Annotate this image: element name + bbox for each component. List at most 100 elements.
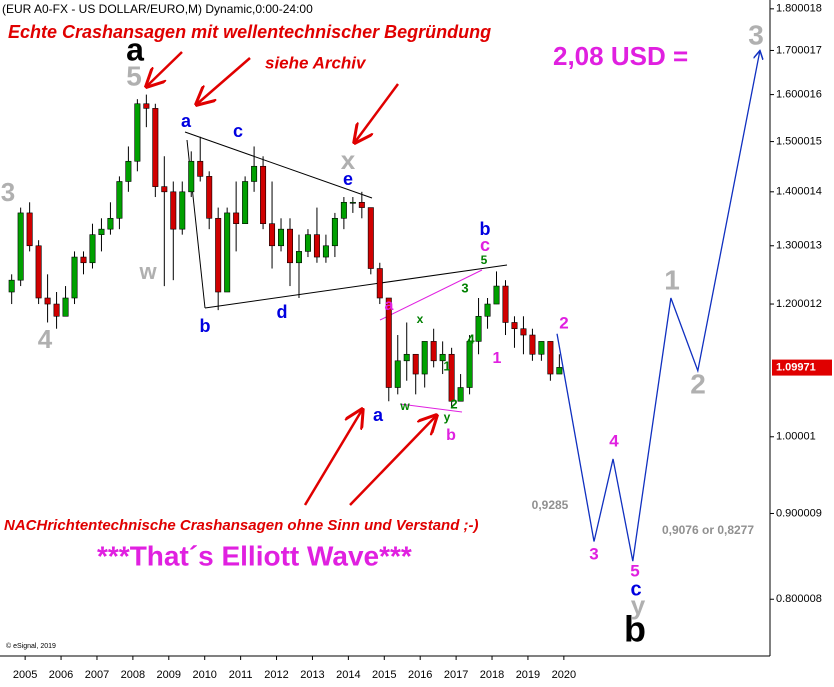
candle-body <box>197 160 204 177</box>
x-tick-label: 2009 <box>157 669 181 681</box>
annotation: 3 <box>589 544 598 563</box>
arrow <box>197 57 251 104</box>
x-tick-label: 2005 <box>13 669 37 681</box>
x-tick-label: 2019 <box>516 669 540 681</box>
candle-body <box>340 201 347 219</box>
candle-body <box>412 353 419 375</box>
annotation: siehe Archiv <box>265 53 367 72</box>
annotation: 5 <box>126 60 142 91</box>
y-tick-label: 1.400014 <box>776 186 822 198</box>
annotation: 2 <box>559 313 568 332</box>
candle-body <box>457 387 464 402</box>
candle-body <box>358 201 365 208</box>
annotation: c <box>233 121 243 141</box>
candle-body <box>206 176 213 219</box>
candle-body <box>143 103 150 109</box>
annotation: 2 <box>450 396 457 411</box>
trend-line <box>184 131 373 199</box>
arrow <box>147 51 183 86</box>
candle-body <box>349 201 356 204</box>
annotation: a <box>181 111 192 131</box>
annotation: 1 <box>664 264 680 295</box>
arrow <box>355 83 400 142</box>
candle-body <box>8 279 15 293</box>
x-tick-label: 2014 <box>336 669 360 681</box>
candle-body <box>134 103 141 162</box>
candle-body <box>484 303 491 317</box>
candle-body <box>322 245 329 258</box>
x-tick-label: 2020 <box>552 669 576 681</box>
projection-line <box>556 50 760 562</box>
x-tick-label: 2016 <box>408 669 432 681</box>
candle-body <box>466 341 473 388</box>
annotation: x <box>417 312 424 326</box>
annotation: 1 <box>493 350 502 367</box>
y-tick-label: 1.800018 <box>776 3 822 15</box>
y-tick-label: 1.00001 <box>776 431 816 443</box>
candle-body <box>278 228 285 247</box>
last-price-label: 1.09971 <box>776 361 816 373</box>
annotation: a <box>373 405 384 425</box>
x-tick-label: 2010 <box>192 669 216 681</box>
annotation: Echte Crashansagen mit wellentechnischer… <box>8 22 491 42</box>
annotation: a <box>126 31 144 67</box>
x-tick-label: 2018 <box>480 669 504 681</box>
annotation: a <box>385 297 394 314</box>
annotation: c <box>630 578 641 600</box>
arrow <box>349 416 436 506</box>
candle-body <box>448 353 455 402</box>
annotation: 4 <box>609 431 619 450</box>
annotation: 5 <box>481 253 488 267</box>
candle-body <box>367 207 374 269</box>
channel-line <box>399 403 463 413</box>
y-tick-label: 1.700017 <box>776 44 822 56</box>
annotation: 4 <box>467 331 475 346</box>
candle-body <box>107 217 114 230</box>
candle-body <box>403 353 410 362</box>
candle-body <box>251 165 258 182</box>
annotation: 2 <box>690 368 706 399</box>
candle-body <box>502 285 509 323</box>
candle-body <box>493 285 500 305</box>
annotation: 5 <box>630 561 639 580</box>
candle-body <box>170 191 177 230</box>
candle-body <box>152 108 159 187</box>
candle-body <box>529 334 536 355</box>
annotation: y <box>444 410 451 424</box>
annotation: 0,9285 <box>532 498 569 512</box>
candle-body <box>35 245 42 299</box>
annotation: 1 <box>443 358 450 373</box>
x-tick-label: 2015 <box>372 669 396 681</box>
last-price-box <box>772 359 832 376</box>
annotation: w <box>399 399 410 413</box>
candle-body <box>188 160 195 193</box>
candle-body <box>80 256 87 264</box>
candle-body <box>520 328 527 336</box>
candle-body <box>116 181 123 219</box>
candle-body <box>287 228 294 264</box>
candle-body <box>215 217 222 293</box>
annotation: b <box>624 609 646 650</box>
annotation: b <box>200 316 211 336</box>
x-tick-label: 2011 <box>229 669 253 681</box>
arrow <box>303 410 362 506</box>
candle-body <box>179 191 186 230</box>
candle-body <box>538 341 545 355</box>
candle-body <box>89 234 96 264</box>
annotation: y <box>631 590 646 620</box>
candle-body <box>313 234 320 258</box>
candle-body <box>161 186 168 193</box>
candle-body <box>269 223 276 247</box>
x-tick-label: 2017 <box>444 669 468 681</box>
x-tick-label: 2008 <box>121 669 145 681</box>
candle-body <box>17 212 24 281</box>
arrows <box>147 51 436 506</box>
annotation: ***That´s Elliott Wave*** <box>97 540 412 571</box>
annotation: c <box>480 235 490 255</box>
y-tick-label: 0.900009 <box>776 507 822 519</box>
annotation: NACHrichtentechnische Crashansagen ohne … <box>4 517 479 534</box>
candle-body <box>475 315 482 342</box>
annotation: b <box>480 219 491 239</box>
candle-body <box>224 212 231 293</box>
